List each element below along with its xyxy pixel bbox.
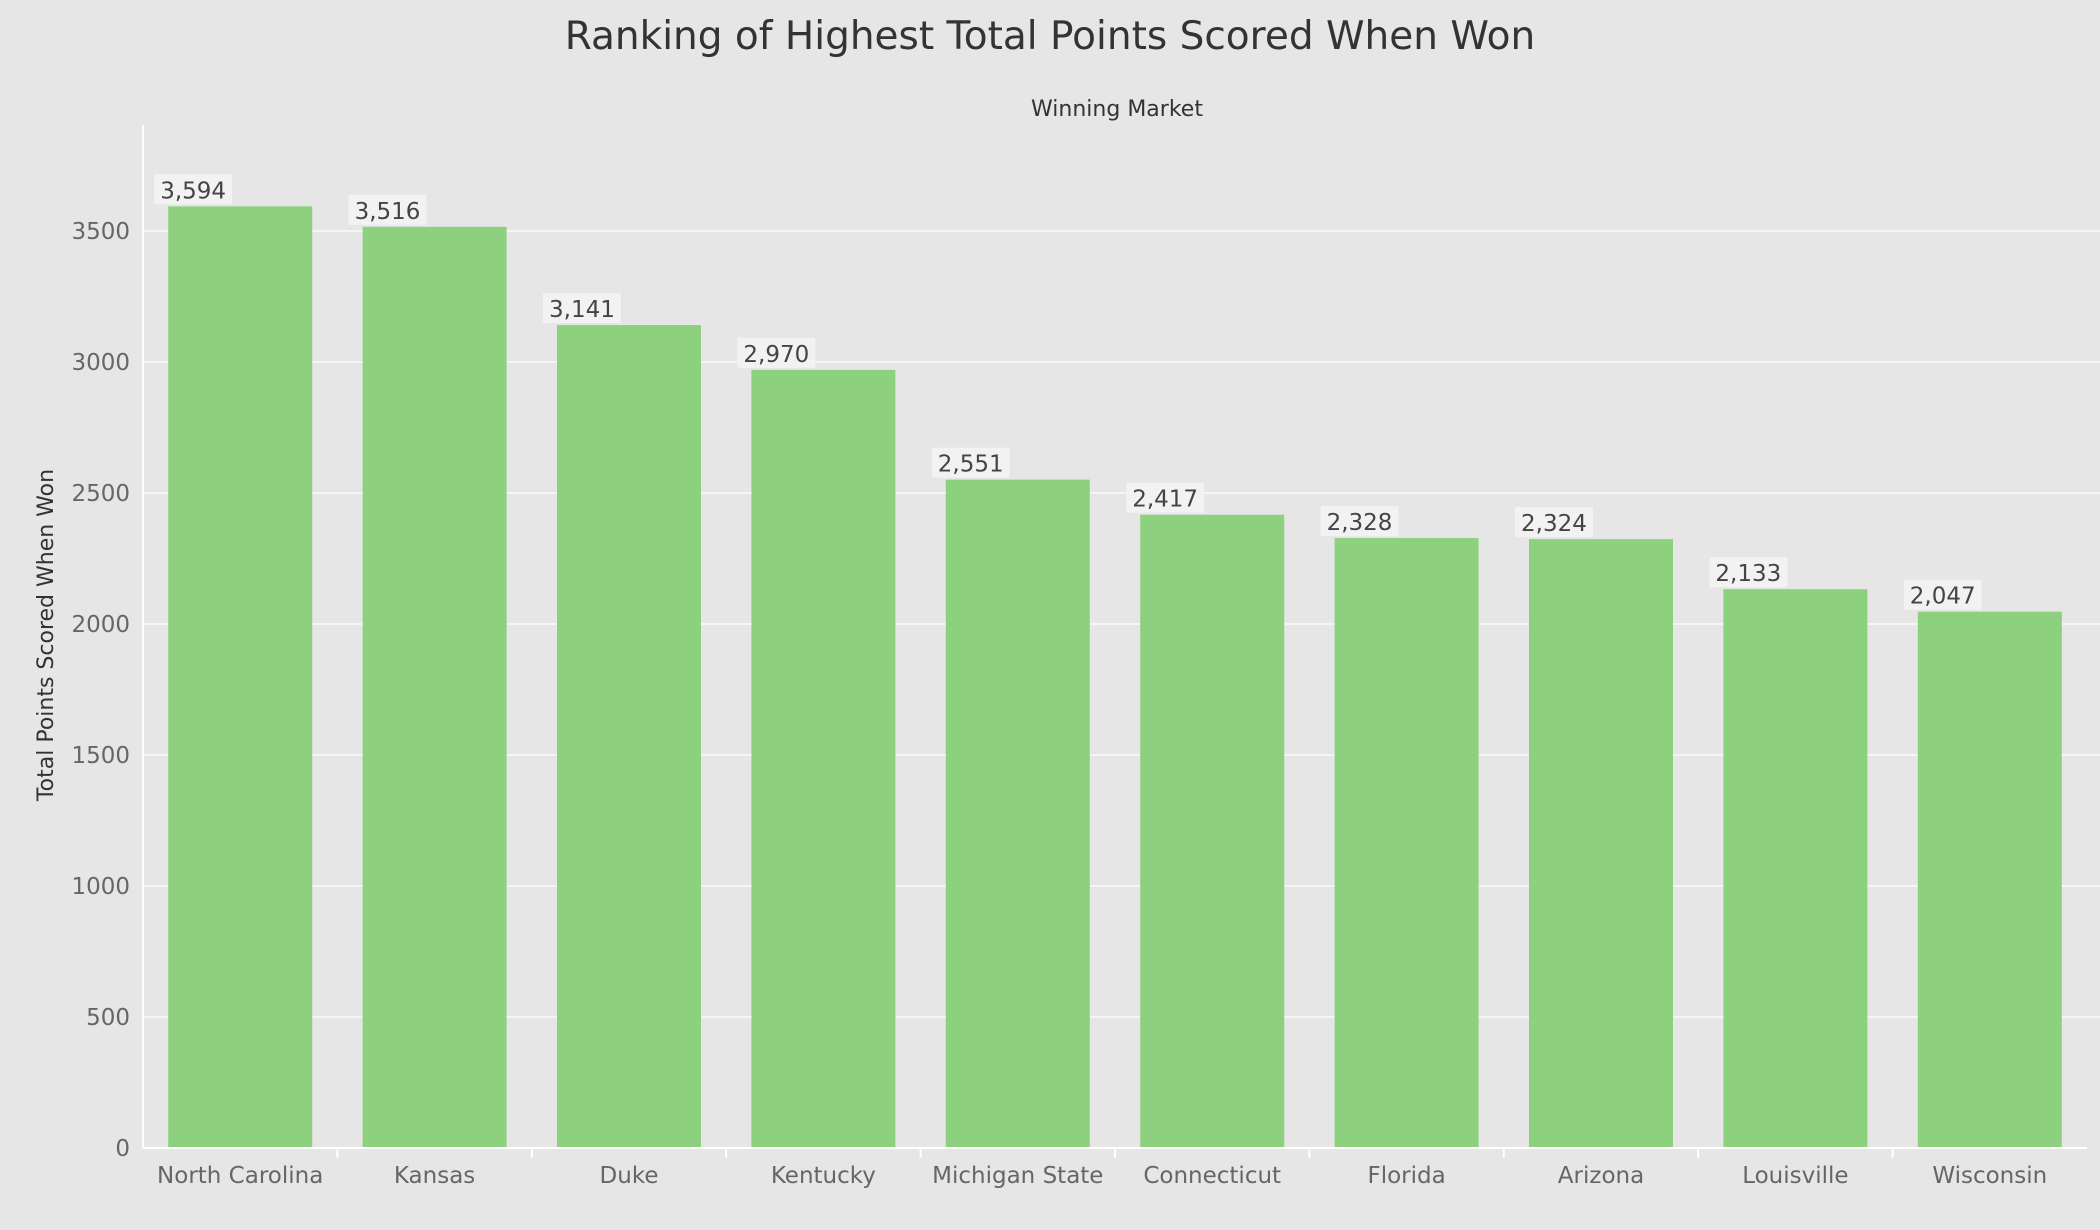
value-label-bg [1126, 482, 1205, 513]
y-tick-label: 1500 [71, 743, 130, 769]
bar-kansas [362, 226, 507, 1149]
x-tick-label: Duke [600, 1163, 659, 1189]
y-tick-label: 3500 [71, 219, 130, 245]
x-tick-label: Wisconsin [1932, 1163, 2047, 1189]
y-tick-label: 2000 [71, 612, 130, 638]
bar-duke [557, 325, 701, 1149]
value-label-bg [154, 174, 233, 205]
bar-louisville [1723, 589, 1868, 1148]
x-tick-label: Florida [1367, 1163, 1445, 1189]
axes: Winning Market Total Points Scored When … [34, 97, 2087, 1189]
value-label: 2,047 [1910, 584, 1976, 610]
x-tick-label: Connecticut [1143, 1163, 1281, 1189]
y-tick-label: 500 [86, 1005, 130, 1031]
value-label: 3,516 [355, 199, 421, 225]
column-header: Winning Market [1031, 97, 1203, 122]
bar-michigan-state [945, 479, 1090, 1148]
chart-title: Ranking of Highest Total Points Scored W… [564, 14, 1536, 59]
x-tick-label: Kentucky [771, 1163, 876, 1189]
value-label-bg [931, 447, 1010, 478]
y-tick-label: 2500 [71, 481, 130, 507]
value-label: 2,328 [1327, 510, 1393, 536]
x-tick-label: Kansas [394, 1163, 475, 1189]
bar-florida [1334, 538, 1479, 1148]
x-tick-label: Michigan State [932, 1163, 1103, 1189]
y-tick-label: 0 [115, 1136, 130, 1162]
value-label: 3,594 [160, 178, 226, 204]
bar-wisconsin [1917, 611, 2062, 1148]
bars [168, 206, 2062, 1149]
value-label-bg [1903, 579, 1982, 610]
value-label: 2,551 [938, 452, 1004, 478]
x-tick-label: Arizona [1558, 1163, 1644, 1189]
value-label-bg [543, 293, 621, 324]
y-tick-label: 3000 [71, 350, 130, 376]
x-tick-label: Louisville [1742, 1163, 1848, 1189]
value-label-bg [737, 337, 816, 368]
value-label: 3,141 [549, 297, 615, 323]
bar-connecticut [1140, 514, 1285, 1148]
y-tick-label: 1000 [71, 874, 130, 900]
value-label-bg [1515, 507, 1593, 538]
value-label-bg [1709, 557, 1788, 588]
x-tick-label: North Carolina [157, 1163, 323, 1189]
y-axis-title: Total Points Scored When Won [34, 469, 59, 802]
bar-kentucky [751, 369, 896, 1148]
value-label: 2,970 [743, 342, 809, 368]
value-label-bg [1320, 506, 1399, 537]
value-label: 2,417 [1132, 487, 1198, 513]
bar-arizona [1529, 539, 1673, 1148]
value-label: 2,324 [1521, 511, 1587, 537]
value-label-bg [348, 194, 427, 225]
bar-north-carolina [168, 206, 313, 1148]
value-label: 2,133 [1715, 561, 1781, 587]
value-labels: 3,594 3,516 3,141 2,970 2,551 2,417 2,328 2,324… [154, 174, 1982, 610]
